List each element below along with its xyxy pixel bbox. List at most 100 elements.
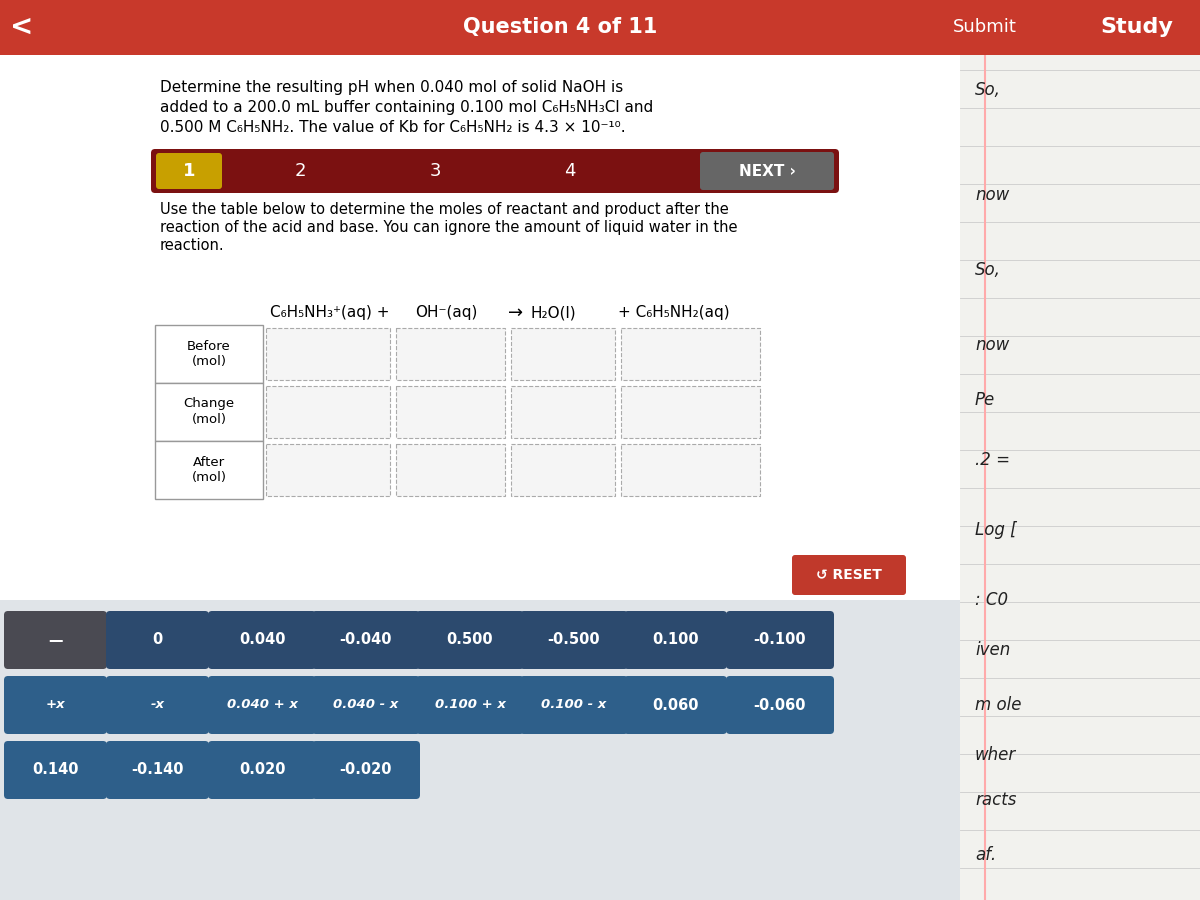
FancyBboxPatch shape [520,676,628,734]
FancyBboxPatch shape [4,741,107,799]
FancyBboxPatch shape [700,152,834,190]
FancyBboxPatch shape [208,611,316,669]
Text: Submit: Submit [953,18,1016,36]
FancyBboxPatch shape [156,153,222,189]
Text: 0.060: 0.060 [653,698,698,713]
Text: 0.100: 0.100 [652,633,698,647]
Text: 0.040 + x: 0.040 + x [227,698,298,712]
Text: -0.020: -0.020 [340,762,392,778]
Text: 1: 1 [182,162,196,180]
Text: now: now [974,186,1009,204]
Text: iven: iven [974,641,1010,659]
Text: Determine the resulting pH when 0.040 mol of solid NaOH is: Determine the resulting pH when 0.040 mo… [160,80,623,95]
FancyBboxPatch shape [155,325,263,383]
FancyBboxPatch shape [511,328,616,380]
Text: Log [: Log [ [974,521,1016,539]
FancyBboxPatch shape [266,328,390,380]
Text: -0.500: -0.500 [547,633,600,647]
FancyBboxPatch shape [151,149,839,193]
Text: +x: +x [46,698,65,712]
FancyBboxPatch shape [511,386,616,438]
FancyBboxPatch shape [0,0,1200,55]
FancyBboxPatch shape [396,328,505,380]
Text: C₆H₅NH₃⁺(aq) +: C₆H₅NH₃⁺(aq) + [270,305,390,320]
Text: 0.020: 0.020 [239,762,286,778]
Text: Question 4 of 11: Question 4 of 11 [463,17,658,37]
FancyBboxPatch shape [622,386,760,438]
Text: 4: 4 [564,162,576,180]
FancyBboxPatch shape [622,444,760,496]
Text: H₂O(l): H₂O(l) [530,305,576,320]
Text: Use the table below to determine the moles of reactant and product after the: Use the table below to determine the mol… [160,202,728,217]
FancyBboxPatch shape [312,611,420,669]
Text: added to a 200.0 mL buffer containing 0.100 mol C₆H₅NH₃Cl and: added to a 200.0 mL buffer containing 0.… [160,100,653,115]
Text: m ole: m ole [974,696,1021,714]
Text: 0.040: 0.040 [239,633,286,647]
FancyBboxPatch shape [106,676,209,734]
Text: So,: So, [974,81,1001,99]
Text: Change
(mol): Change (mol) [184,398,234,427]
Text: Study: Study [1100,17,1172,37]
FancyBboxPatch shape [155,441,263,499]
Text: 0.100 - x: 0.100 - x [541,698,607,712]
Text: -x: -x [150,698,164,712]
Text: 3: 3 [430,162,440,180]
FancyBboxPatch shape [155,383,263,441]
Text: ↺ RESET: ↺ RESET [816,568,882,582]
FancyBboxPatch shape [624,611,727,669]
Text: So,: So, [974,261,1001,279]
FancyBboxPatch shape [511,444,616,496]
Text: 0.500 M C₆H₅NH₂. The value of Kb for C₆H₅NH₂ is 4.3 × 10⁻¹⁰.: 0.500 M C₆H₅NH₂. The value of Kb for C₆H… [160,120,625,135]
Text: : C0: : C0 [974,591,1008,609]
Text: 0: 0 [152,633,163,647]
Text: wher: wher [974,746,1016,764]
Text: + C₆H₅NH₂(aq): + C₆H₅NH₂(aq) [618,305,730,320]
FancyBboxPatch shape [312,676,420,734]
FancyBboxPatch shape [4,676,107,734]
Text: Pe: Pe [974,391,995,409]
FancyBboxPatch shape [520,611,628,669]
FancyBboxPatch shape [208,676,316,734]
FancyBboxPatch shape [0,55,960,900]
Text: now: now [974,336,1009,354]
Text: 2: 2 [294,162,306,180]
FancyBboxPatch shape [106,741,209,799]
Text: racts: racts [974,791,1016,809]
Text: 0.040 - x: 0.040 - x [334,698,398,712]
Text: -0.140: -0.140 [131,762,184,778]
Text: -0.060: -0.060 [754,698,806,713]
Text: reaction.: reaction. [160,238,224,253]
FancyBboxPatch shape [624,676,727,734]
Text: OH⁻(aq): OH⁻(aq) [415,305,478,320]
Text: af.: af. [974,846,996,864]
FancyBboxPatch shape [312,741,420,799]
FancyBboxPatch shape [960,55,1200,900]
Text: NEXT ›: NEXT › [738,164,796,178]
FancyBboxPatch shape [208,741,316,799]
Text: -0.100: -0.100 [754,633,806,647]
Text: After
(mol): After (mol) [192,455,227,484]
FancyBboxPatch shape [396,444,505,496]
Text: reaction of the acid and base. You can ignore the amount of liquid water in the: reaction of the acid and base. You can i… [160,220,738,235]
FancyBboxPatch shape [622,328,760,380]
Text: .2 =: .2 = [974,451,1010,469]
FancyBboxPatch shape [396,386,505,438]
FancyBboxPatch shape [416,611,524,669]
FancyBboxPatch shape [726,676,834,734]
FancyBboxPatch shape [266,386,390,438]
Text: <: < [11,13,34,41]
FancyBboxPatch shape [416,676,524,734]
Text: →: → [508,304,523,322]
Text: 0.100 + x: 0.100 + x [434,698,505,712]
FancyBboxPatch shape [0,600,960,900]
FancyBboxPatch shape [266,444,390,496]
FancyBboxPatch shape [4,611,107,669]
Text: 0.500: 0.500 [446,633,493,647]
FancyBboxPatch shape [792,555,906,595]
FancyBboxPatch shape [726,611,834,669]
Text: —: — [48,633,62,647]
Text: Before
(mol): Before (mol) [187,339,230,368]
Text: -0.040: -0.040 [340,633,392,647]
Text: 0.140: 0.140 [32,762,79,778]
FancyBboxPatch shape [106,611,209,669]
